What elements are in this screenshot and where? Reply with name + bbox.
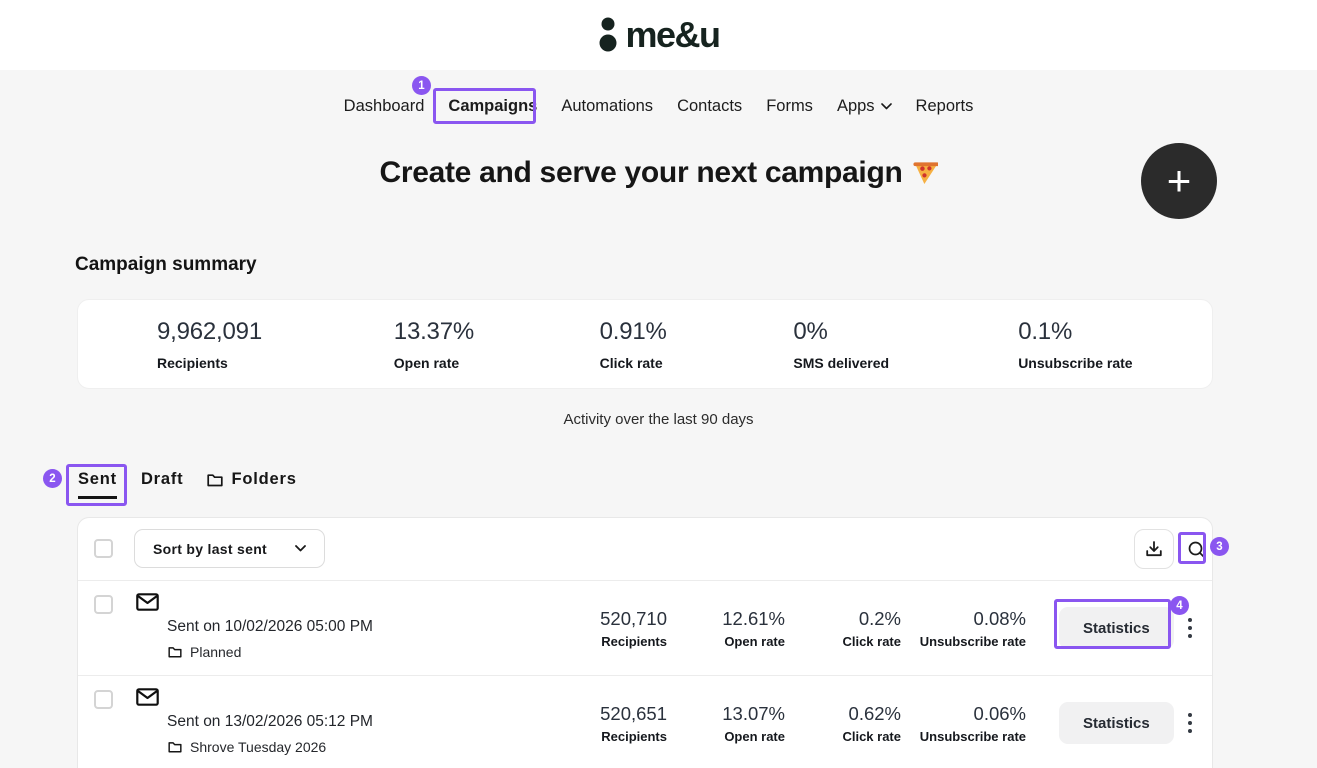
summary-stat-recipients: 9,962,091 Recipients — [78, 300, 305, 388]
download-icon — [1145, 540, 1163, 558]
stat-label: Click rate — [842, 729, 901, 744]
folder-icon — [168, 741, 182, 753]
page-title: Create and serve your next campaign — [0, 156, 1317, 190]
stat-value: 520,651 — [600, 703, 667, 724]
row-stat-unsubscribe-rate: 0.08% Unsubscribe rate — [920, 608, 1026, 649]
stat-label: Open rate — [724, 634, 785, 649]
row-checkbox[interactable] — [94, 595, 113, 614]
row-stat-recipients: 520,710 Recipients — [600, 608, 667, 649]
campaign-list-card: Sort by last sent — [77, 517, 1213, 768]
page-title-text: Create and serve your next campaign — [379, 156, 903, 189]
stat-label: Open rate — [393, 354, 460, 371]
search-icon — [1187, 540, 1207, 560]
folder-icon — [207, 473, 224, 487]
row-stat-open-rate: 12.61% Open rate — [722, 608, 785, 649]
stat-value: 0% — [793, 317, 828, 345]
statistics-button[interactable]: Statistics — [1059, 607, 1174, 649]
stat-label: Unsubscribe rate — [919, 729, 1026, 744]
nav-dashboard[interactable]: Dashboard — [343, 96, 425, 115]
sort-dropdown-label: Sort by last sent — [153, 540, 268, 557]
campaign-summary-card: 9,962,091 Recipients 13.37% Open rate 0.… — [77, 299, 1213, 389]
row-stat-click-rate: 0.62% Click rate — [842, 703, 901, 744]
nav-reports[interactable]: Reports — [915, 96, 974, 115]
tab-folders-label: Folders — [231, 470, 297, 488]
activity-note: Activity over the last 90 days — [563, 411, 754, 428]
stat-value: 13.37% — [393, 317, 474, 345]
row-stat-unsubscribe-rate: 0.06% Unsubscribe rate — [920, 703, 1026, 744]
stat-value: 0.1% — [1018, 317, 1073, 345]
chevron-down-icon — [295, 545, 306, 552]
mail-icon — [136, 593, 159, 611]
stat-label: Click rate — [599, 354, 663, 371]
nav-contacts[interactable]: Contacts — [677, 96, 743, 115]
stat-label: Click rate — [842, 634, 901, 649]
nav-apps-label: Apps — [836, 96, 875, 115]
create-campaign-button[interactable]: + — [1141, 143, 1217, 219]
download-button[interactable] — [1134, 529, 1174, 569]
row-stat-open-rate: 13.07% Open rate — [722, 703, 785, 744]
campaign-row[interactable]: Sent on 10/02/2026 05:00 PM Planned 520,… — [78, 580, 1212, 675]
stat-label: Unsubscribe rate — [1018, 354, 1133, 371]
summary-stat-unsubscribe-rate: 0.1% Unsubscribe rate — [985, 300, 1212, 388]
main-nav: Dashboard Campaigns Automations Contacts… — [0, 88, 1317, 124]
nav-apps[interactable]: Apps — [837, 97, 892, 116]
stat-value: 0.2% — [858, 608, 901, 629]
stat-label: Recipients — [601, 634, 667, 649]
campaign-folder: Planned — [168, 644, 241, 660]
stat-value: 13.07% — [722, 703, 785, 724]
row-stat-recipients: 520,651 Recipients — [600, 703, 667, 744]
pizza-emoji-icon — [911, 159, 938, 186]
campaign-title: Sent on 10/02/2026 05:00 PM — [167, 618, 373, 635]
logo-text: me&u — [625, 14, 721, 55]
campaign-summary-heading: Campaign summary — [75, 254, 257, 275]
stat-value: 0.62% — [848, 703, 901, 724]
chevron-down-icon — [880, 102, 892, 110]
top-bar: me&u — [0, 0, 1317, 70]
som-badge-2: 2 — [43, 469, 62, 488]
stat-value: 0.08% — [973, 608, 1026, 629]
row-checkbox[interactable] — [94, 690, 113, 709]
logo: me&u — [597, 14, 721, 55]
logo-mark-icon — [597, 15, 619, 55]
stat-label: Recipients — [601, 729, 667, 744]
list-toolbar: Sort by last sent — [78, 518, 1212, 580]
tab-folders[interactable]: Folders — [207, 470, 296, 499]
nav-campaigns[interactable]: Campaigns — [448, 96, 538, 115]
row-menu-kebab-icon[interactable] — [1184, 610, 1196, 646]
campaign-title: Sent on 13/02/2026 05:12 PM — [167, 713, 373, 730]
stat-label: Unsubscribe rate — [919, 634, 1026, 649]
search-button[interactable] — [1182, 535, 1212, 565]
campaign-row[interactable]: Sent on 13/02/2026 05:12 PM Shrove Tuesd… — [78, 675, 1212, 768]
stat-value: 0.91% — [599, 317, 667, 345]
stat-label: Recipients — [157, 354, 228, 371]
tab-draft[interactable]: Draft — [140, 470, 184, 488]
row-menu-kebab-icon[interactable] — [1184, 705, 1196, 741]
tab-sent[interactable]: Sent — [78, 470, 117, 499]
folder-icon — [168, 646, 182, 658]
stat-value: 0.06% — [973, 703, 1026, 724]
statistics-button[interactable]: Statistics — [1059, 702, 1174, 744]
nav-forms[interactable]: Forms — [766, 96, 813, 115]
campaign-folder-name: Shrove Tuesday 2026 — [190, 739, 327, 755]
campaign-folder-name: Planned — [190, 644, 242, 660]
stat-label: Open rate — [724, 729, 785, 744]
campaign-folder: Shrove Tuesday 2026 — [168, 739, 326, 755]
mail-icon — [136, 688, 159, 706]
stat-value: 9,962,091 — [157, 317, 262, 345]
select-all-checkbox[interactable] — [94, 539, 113, 558]
stat-value: 12.61% — [722, 608, 785, 629]
sort-dropdown[interactable]: Sort by last sent — [134, 529, 326, 568]
stat-value: 520,710 — [600, 608, 667, 629]
summary-stat-sms-delivered: 0% SMS delivered — [758, 300, 985, 388]
campaign-tabs: Sent Draft Folders — [78, 470, 297, 499]
nav-automations[interactable]: Automations — [561, 96, 654, 115]
summary-stat-open-rate: 13.37% Open rate — [305, 300, 532, 388]
summary-stat-click-rate: 0.91% Click rate — [532, 300, 759, 388]
row-stat-click-rate: 0.2% Click rate — [842, 608, 901, 649]
stat-label: SMS delivered — [793, 354, 890, 371]
